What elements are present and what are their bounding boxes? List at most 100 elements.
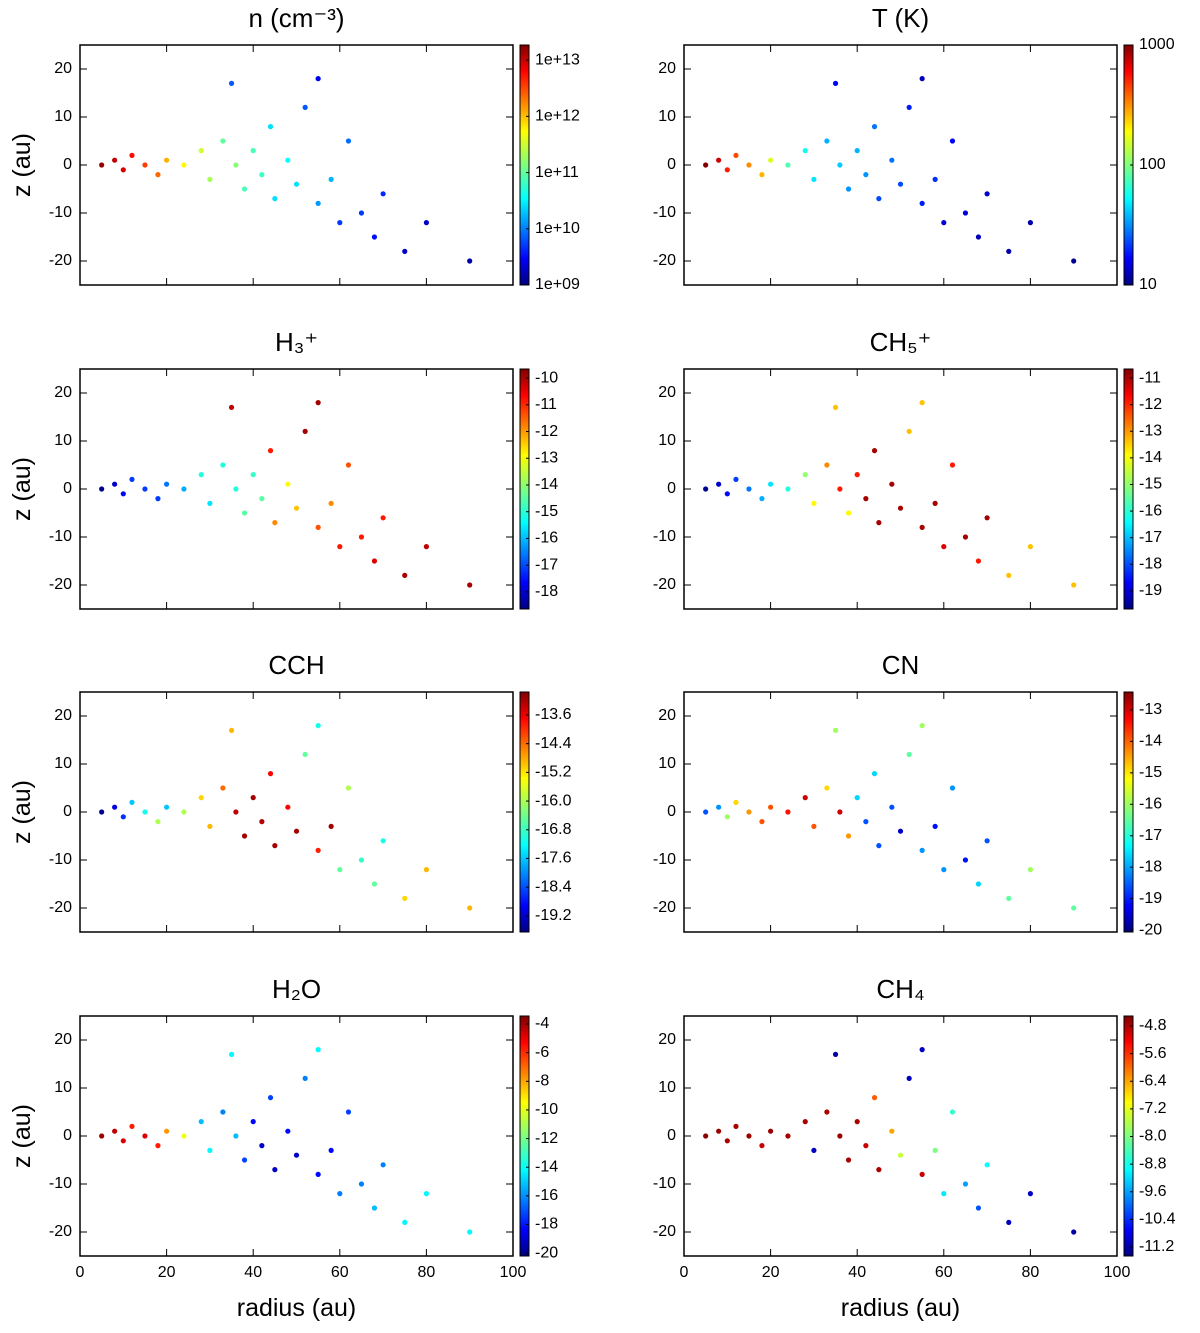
point [932,176,938,182]
point [423,544,429,550]
point [1071,1229,1077,1235]
point [1071,258,1077,264]
point [293,1152,300,1158]
y-tick-label: 10 [658,755,676,772]
point [832,727,839,734]
y-tick-label: -20 [49,1223,72,1240]
y-tick-label: 20 [54,1031,72,1048]
point [371,881,378,887]
y-tick-label: 0 [667,803,676,820]
x-tick-label: 80 [1022,1264,1040,1281]
point [802,472,808,478]
point [228,1051,235,1057]
colorbar-tick-label: -17 [535,556,558,573]
colorbar-tick-label: 100 [1139,156,1166,173]
point [228,404,235,410]
point [984,191,990,197]
point [181,162,187,168]
point [358,210,365,216]
y-tick-label: 20 [658,60,676,77]
point [467,1229,473,1235]
colorbar-tick-label: -16 [1139,796,1162,813]
point [811,823,817,830]
colorbar-tick-label: -8.0 [1139,1128,1167,1145]
point [371,1205,378,1211]
y-tick-label: 10 [54,108,72,125]
point [845,1157,852,1163]
point [285,804,291,810]
point [871,1095,878,1101]
y-tick-label: -20 [653,1223,676,1240]
point [129,799,135,806]
y-tick-label: -10 [653,528,676,545]
y-tick-label: -10 [653,1175,676,1192]
point [250,1119,256,1125]
point [962,534,969,540]
point [164,804,170,810]
point [832,1051,839,1057]
colorbar-tick-label: -13 [535,449,558,466]
point [272,1167,278,1173]
point [272,196,278,202]
point [975,1205,982,1211]
point [716,481,722,487]
point [962,1181,969,1187]
point [845,186,852,192]
point [402,572,408,579]
point [837,486,843,492]
colorbar-tick-label: -12 [535,423,558,440]
y-tick-label: 10 [54,432,72,449]
point [315,200,321,206]
point [876,196,882,202]
point [423,220,429,226]
point [824,785,830,791]
colorbar-tick-label: -6.4 [1139,1072,1167,1089]
point [467,582,473,588]
point [207,1147,213,1153]
point [716,157,722,163]
point [863,172,869,178]
x-axis-label: radius (au) [841,1294,961,1322]
point [259,1143,265,1149]
x-tick-label: 100 [1104,1264,1131,1281]
point [733,476,739,482]
point [337,867,343,873]
point [267,448,274,454]
point [768,804,774,810]
point [120,814,126,820]
colorbar-tick-label: -16 [535,1187,558,1204]
point [897,505,904,511]
colorbar-tick-label: -10 [535,1101,558,1118]
colorbar-tick-label: -19 [1139,890,1162,907]
point [897,828,904,834]
panel-title: H₂O [272,974,321,1004]
point [371,558,378,564]
panel-title: T (K) [872,3,929,33]
y-tick-label: 0 [63,803,72,820]
point [824,462,830,468]
point [142,809,148,815]
point [919,723,925,729]
point [824,138,830,144]
colorbar-tick-label: 1e+13 [535,51,580,68]
y-tick-label: 0 [63,156,72,173]
point [315,524,321,531]
colorbar-tick-label: 10 [1139,276,1157,293]
y-tick-label: 20 [658,384,676,401]
colorbar-tick-label: 1e+10 [535,220,580,237]
point [889,157,895,163]
point [155,496,161,502]
y-axis-label: z (au) [8,457,36,521]
point [1006,1219,1012,1225]
point [919,847,925,854]
colorbar [519,691,530,933]
point [233,1133,239,1139]
point [984,838,990,844]
point [315,1171,321,1177]
x-tick-label: 20 [158,1264,176,1281]
point [198,1119,204,1125]
point [724,814,730,820]
colorbar-tick-label: -14 [1139,449,1162,466]
point [380,838,386,844]
point [129,152,135,158]
